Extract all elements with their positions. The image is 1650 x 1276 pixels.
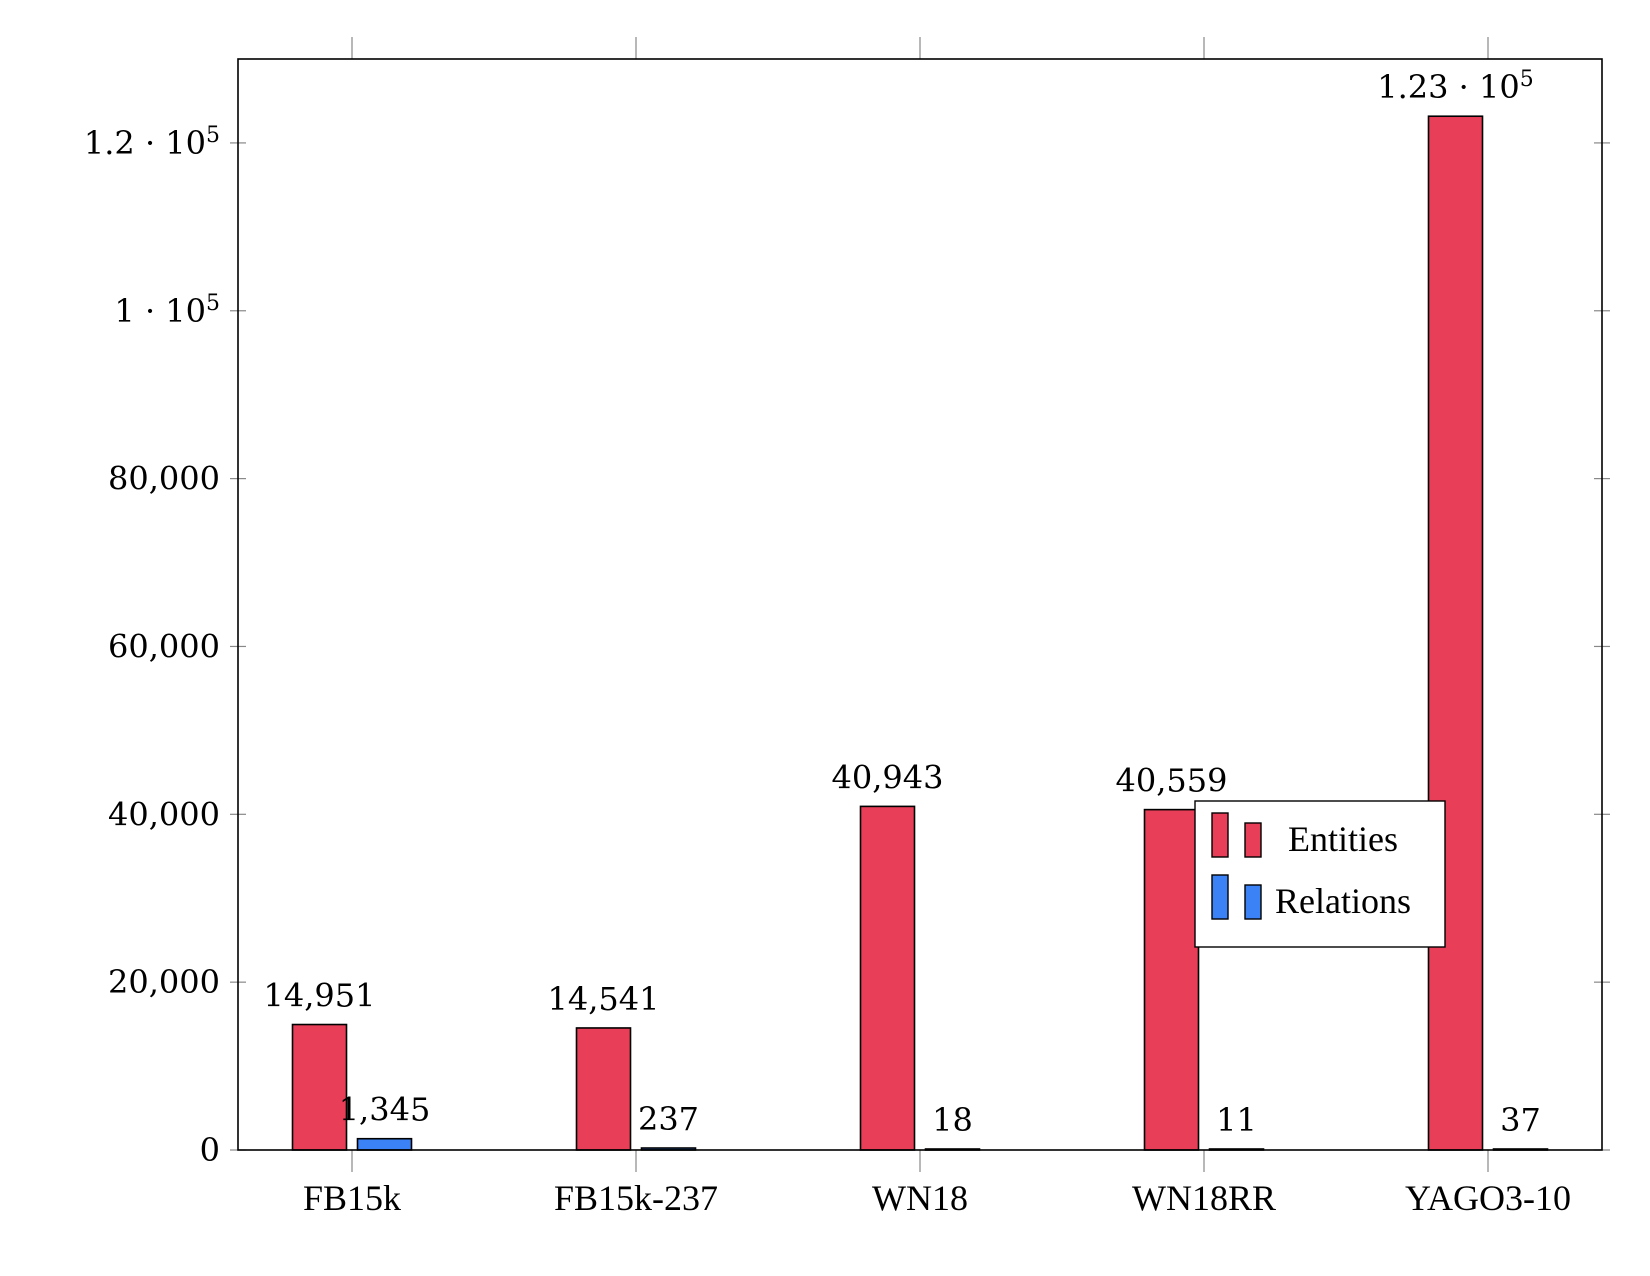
data-label-entities: 40,559 xyxy=(1116,762,1228,800)
legend-swatch xyxy=(1211,812,1229,858)
legend-swatch xyxy=(1244,884,1262,920)
data-label-relations: 237 xyxy=(638,1100,699,1138)
data-label-relations: 1,345 xyxy=(339,1091,431,1129)
y-tick-label: 40,000 xyxy=(108,795,220,833)
y-tick-label: 60,000 xyxy=(108,627,220,665)
y-axis-tick-labels: 0 20,000 40,000 60,000 80,000 1 · 105 1.2 · 10… xyxy=(84,122,220,1169)
y-tick-label: 80,000 xyxy=(108,460,220,498)
bar-entities xyxy=(859,805,916,1151)
axis-ticks xyxy=(230,37,1610,1172)
legend-label: Relations xyxy=(1275,881,1411,921)
data-label-entities: 1.23 · 105 xyxy=(1377,67,1533,107)
legend: Entities Relations xyxy=(1194,800,1446,948)
y-tick-label: 0 xyxy=(200,1131,220,1169)
bars xyxy=(291,115,1549,1151)
y-tick-label: 1 · 105 xyxy=(114,290,220,330)
x-tick-label: YAGO3-10 xyxy=(1405,1178,1571,1218)
x-tick-label: FB15k-237 xyxy=(554,1178,718,1218)
x-tick-label: FB15k xyxy=(303,1178,401,1218)
data-label-entities: 40,943 xyxy=(832,758,944,796)
legend-box xyxy=(1194,800,1446,948)
data-label-relations: 37 xyxy=(1500,1101,1541,1139)
x-tick-label: WN18 xyxy=(872,1178,968,1218)
x-tick-label: WN18RR xyxy=(1132,1178,1276,1218)
plot-frame xyxy=(237,58,1603,1151)
x-axis-tick-labels: FB15k FB15k-237 WN18 WN18RR YAGO3-10 xyxy=(303,1178,1571,1218)
data-label-relations: 18 xyxy=(932,1101,973,1139)
data-label-entities: 14,541 xyxy=(548,980,660,1018)
data-label-entities: 14,951 xyxy=(264,977,376,1015)
bar-entities xyxy=(575,1027,632,1151)
y-tick-label: 1.2 · 105 xyxy=(84,122,220,162)
data-label-relations: 11 xyxy=(1216,1101,1257,1139)
bar-entities xyxy=(291,1023,348,1151)
data-labels: 14,951 14,541 40,943 40,559 1.23 · 105 1,345 2… xyxy=(264,67,1541,1139)
y-tick-label: 20,000 xyxy=(108,963,220,1001)
bar-entities xyxy=(1427,115,1484,1151)
legend-swatch xyxy=(1244,822,1262,858)
bar-entities xyxy=(1143,808,1200,1151)
legend-swatch xyxy=(1211,874,1229,920)
legend-label: Entities xyxy=(1288,819,1398,859)
bar-relations xyxy=(356,1137,413,1151)
